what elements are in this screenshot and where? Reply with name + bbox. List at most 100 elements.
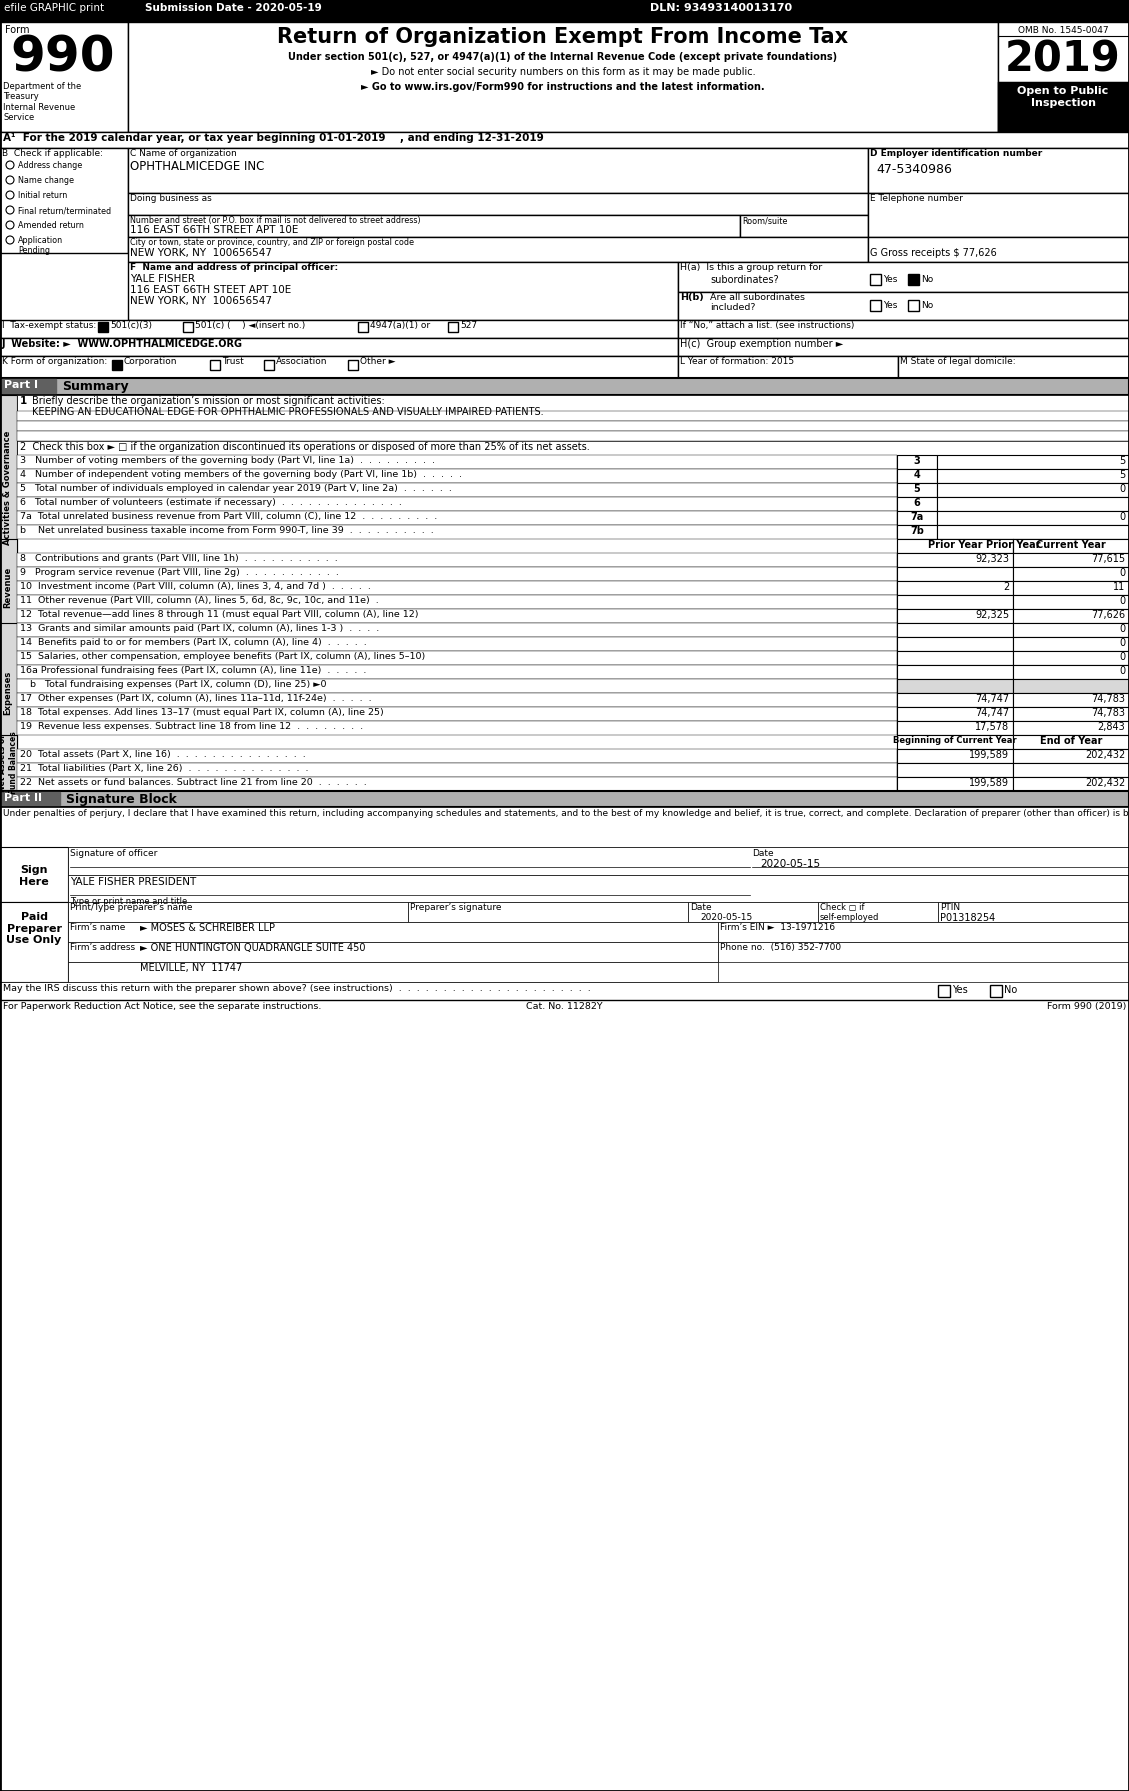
Bar	[1013, 664, 1129, 679]
Bar	[17, 749, 898, 763]
Bar	[0, 792, 1129, 808]
Text: Doing business as: Doing business as	[130, 193, 212, 202]
Text: 5: 5	[1119, 457, 1124, 466]
Text: 74,783: 74,783	[1091, 707, 1124, 718]
Text: efile GRAPHIC print: efile GRAPHIC print	[5, 4, 104, 13]
Bar	[0, 321, 679, 338]
Bar	[937, 496, 1129, 510]
Bar	[898, 693, 1013, 707]
Bar	[0, 903, 68, 981]
Bar	[68, 903, 408, 922]
Bar	[1013, 777, 1129, 792]
Bar	[679, 292, 1129, 321]
Bar	[898, 749, 1013, 763]
Bar	[679, 261, 1129, 292]
Text: 20  Total assets (Part X, line 16)  .  .  .  .  .  .  .  .  .  .  .  .  .  .  .: 20 Total assets (Part X, line 16) . . . …	[20, 750, 306, 759]
Bar	[1013, 693, 1129, 707]
Text: Part II: Part II	[5, 793, 42, 802]
Bar	[679, 338, 1129, 356]
Text: 3: 3	[913, 457, 920, 466]
Circle shape	[6, 206, 14, 213]
Text: 77,626: 77,626	[1091, 611, 1124, 620]
Bar	[0, 338, 679, 356]
Bar	[718, 942, 1129, 962]
Text: YALE FISHER: YALE FISHER	[130, 274, 195, 285]
Bar	[17, 568, 898, 580]
Bar	[0, 133, 1129, 149]
Bar	[898, 707, 1013, 722]
Bar	[17, 396, 1129, 410]
Bar	[68, 942, 718, 962]
Bar	[1013, 580, 1129, 595]
Text: Firm’s address: Firm’s address	[70, 944, 135, 953]
Bar	[68, 847, 1129, 876]
Text: 990: 990	[10, 32, 114, 81]
Bar	[908, 274, 919, 285]
Bar	[17, 664, 898, 679]
Text: Trust: Trust	[222, 356, 244, 365]
Text: Initial return: Initial return	[18, 192, 68, 201]
Text: 0: 0	[1119, 484, 1124, 494]
Text: 0: 0	[1119, 666, 1124, 675]
Bar	[0, 149, 128, 253]
Bar	[128, 261, 679, 321]
Text: ► ONE HUNTINGTON QUADRANGLE SUITE 450: ► ONE HUNTINGTON QUADRANGLE SUITE 450	[140, 944, 366, 953]
Text: OPHTHALMICEDGE INC: OPHTHALMICEDGE INC	[130, 159, 264, 174]
Text: 4947(a)(1) or: 4947(a)(1) or	[370, 321, 430, 330]
Bar	[898, 650, 1013, 664]
Bar	[17, 432, 1129, 441]
Text: Check ▢ if
self-employed: Check ▢ if self-employed	[820, 903, 879, 922]
Bar	[898, 638, 1013, 650]
Text: Firm’s name: Firm’s name	[70, 922, 125, 931]
Bar	[908, 301, 919, 312]
Text: Corporation: Corporation	[124, 356, 177, 365]
Text: No: No	[1004, 985, 1017, 996]
Text: Activities & Governance: Activities & Governance	[3, 430, 12, 544]
Text: Submission Date - 2020-05-19: Submission Date - 2020-05-19	[145, 4, 322, 13]
Bar	[898, 356, 1129, 378]
Bar	[2, 380, 56, 392]
Bar	[17, 763, 898, 777]
Bar	[68, 876, 1129, 903]
Text: Phone no.  (516) 352-7700: Phone no. (516) 352-7700	[720, 944, 841, 953]
Bar	[17, 510, 898, 525]
Text: ► MOSES & SCHREIBER LLP: ► MOSES & SCHREIBER LLP	[140, 922, 275, 933]
Bar	[898, 469, 937, 484]
Bar	[358, 322, 368, 331]
Text: MELVILLE, NY  11747: MELVILLE, NY 11747	[140, 964, 243, 973]
Bar	[348, 360, 358, 371]
Text: 7a  Total unrelated business revenue from Part VIII, column (C), line 12  .  .  : 7a Total unrelated business revenue from…	[20, 512, 437, 521]
Text: 74,747: 74,747	[974, 707, 1009, 718]
Text: Part I: Part I	[5, 380, 38, 390]
Text: K Form of organization:: K Form of organization:	[2, 356, 107, 365]
Text: H(b): H(b)	[680, 294, 703, 303]
Bar	[0, 21, 128, 133]
Bar	[128, 193, 868, 215]
Text: 6   Total number of volunteers (estimate if necessary)  .  .  .  .  .  .  .  .  : 6 Total number of volunteers (estimate i…	[20, 498, 402, 507]
Bar	[17, 679, 898, 693]
Text: 0: 0	[1119, 623, 1124, 634]
Text: Other ►: Other ►	[360, 356, 395, 365]
Bar	[448, 322, 458, 331]
Text: B  Check if applicable:: B Check if applicable:	[2, 149, 103, 158]
Bar	[898, 595, 1013, 609]
Bar	[898, 539, 1013, 553]
Text: 202,432: 202,432	[1085, 777, 1124, 788]
Text: G Gross receipts $ 77,626: G Gross receipts $ 77,626	[870, 247, 997, 258]
Text: 0: 0	[1119, 652, 1124, 663]
Bar	[128, 236, 868, 261]
Circle shape	[6, 192, 14, 199]
Bar	[17, 623, 898, 638]
Text: Beginning of Current Year: Beginning of Current Year	[893, 736, 1017, 745]
Bar	[0, 378, 1129, 396]
Bar	[1013, 650, 1129, 664]
Bar	[128, 149, 868, 193]
Bar	[17, 707, 898, 722]
Bar	[870, 274, 881, 285]
Bar	[264, 360, 274, 371]
Text: E Telephone number: E Telephone number	[870, 193, 963, 202]
Bar	[898, 525, 937, 539]
Circle shape	[6, 236, 14, 244]
Text: 1: 1	[20, 396, 27, 407]
Circle shape	[6, 161, 14, 168]
